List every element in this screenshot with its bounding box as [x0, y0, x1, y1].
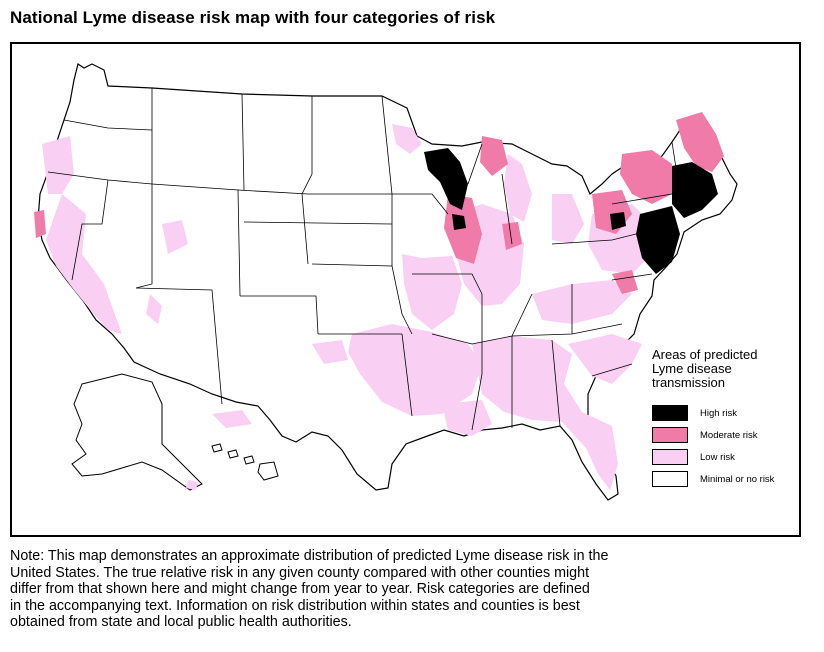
- us-risk-map: [34, 63, 738, 501]
- note-line: differ from that shown here and might ch…: [10, 581, 590, 598]
- note-line: in the accompanying text. Information on…: [10, 597, 580, 614]
- legend-heading-line: Areas of predicted: [652, 347, 758, 362]
- legend-item-low: Low risk: [652, 446, 802, 468]
- legend-item-high: High risk: [652, 402, 802, 424]
- legend-swatch-high: [652, 405, 688, 421]
- legend-swatch-minimal: [652, 471, 688, 487]
- high-risk-areas: [424, 148, 718, 274]
- alaska: [71, 373, 203, 491]
- legend-swatch-moderate: [652, 427, 688, 443]
- state-boundaries: [47, 88, 681, 431]
- hawaii: [211, 443, 279, 481]
- legend-heading: Areas of predicted Lyme disease transmis…: [652, 348, 802, 390]
- legend-label: High risk: [700, 407, 737, 419]
- legend-heading-line: transmission: [652, 375, 725, 390]
- note-line: United States. The true relative risk in…: [10, 564, 590, 581]
- legend-item-moderate: Moderate risk: [652, 424, 802, 446]
- legend-label: Minimal or no risk: [700, 473, 775, 485]
- legend-swatch-low: [652, 449, 688, 465]
- legend-heading-line: Lyme disease: [652, 361, 732, 376]
- map-title: National Lyme disease risk map with four…: [10, 8, 496, 27]
- legend-label: Low risk: [700, 451, 735, 463]
- legend-item-minimal: Minimal or no risk: [652, 468, 802, 490]
- map-note: Note: This map demonstrates an approxima…: [10, 548, 810, 631]
- note-line: Note: This map demonstrates an approxima…: [10, 548, 609, 564]
- legend-label: Moderate risk: [700, 429, 758, 441]
- map-frame: Areas of predicted Lyme disease transmis…: [10, 42, 801, 537]
- note-line: obtained from state and local public hea…: [10, 614, 352, 631]
- legend: Areas of predicted Lyme disease transmis…: [652, 348, 802, 490]
